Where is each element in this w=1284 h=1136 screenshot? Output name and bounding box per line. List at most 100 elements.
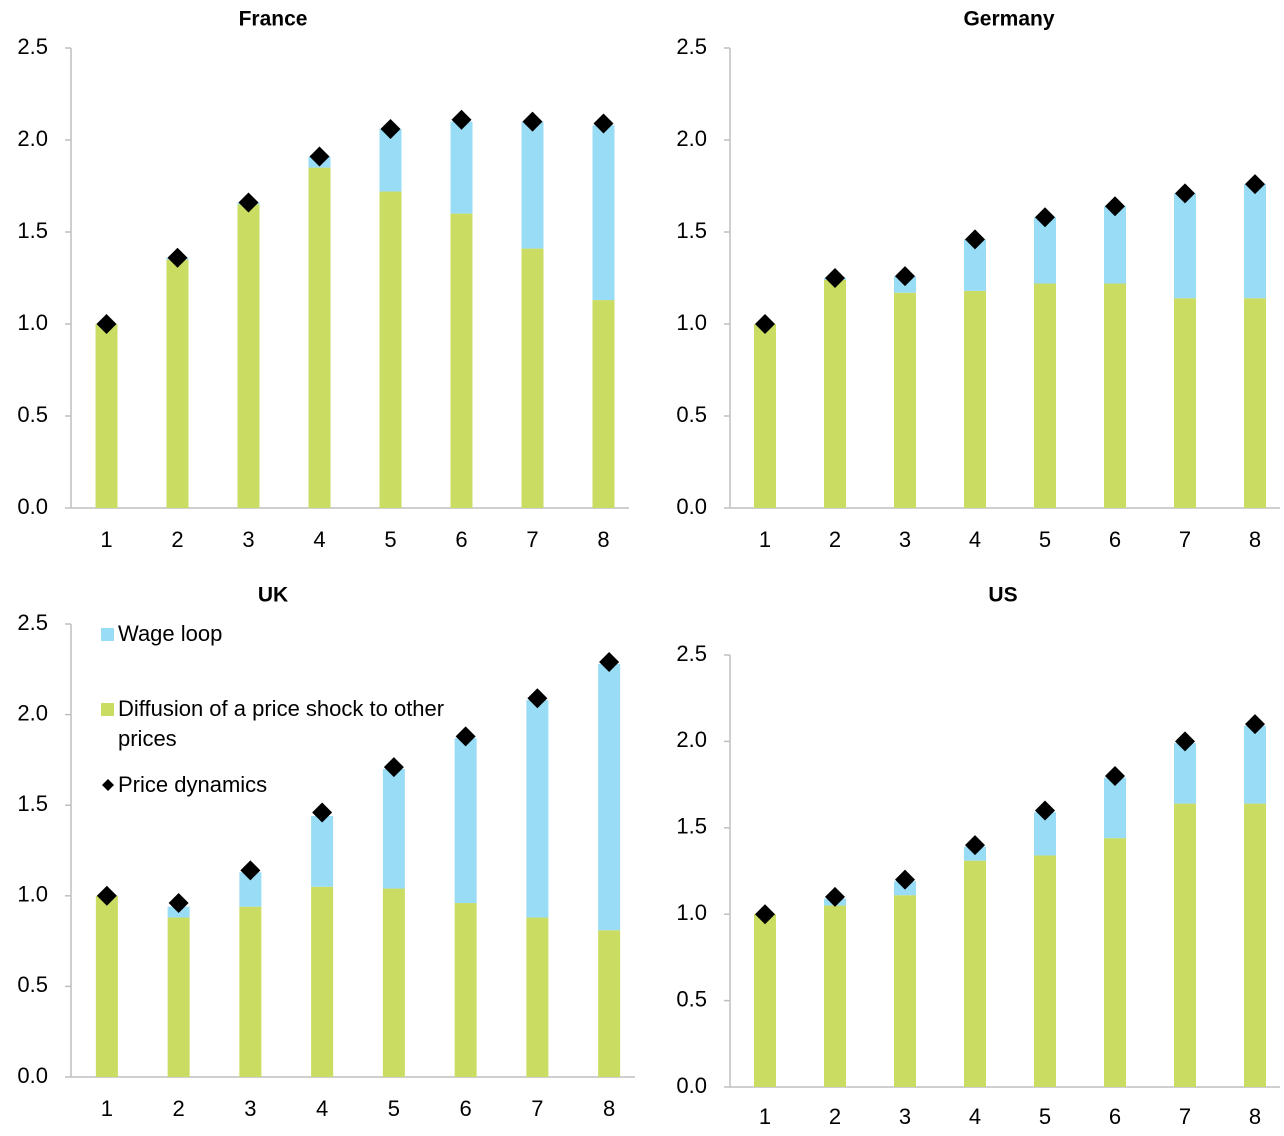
- bar: [1244, 298, 1266, 508]
- x-tick-label: 6: [460, 1096, 472, 1121]
- marker: [965, 835, 985, 856]
- legend-swatch: [101, 628, 114, 641]
- chart-title: US: [988, 584, 1017, 607]
- marker: [380, 118, 401, 139]
- bar: [964, 860, 986, 1087]
- y-tick-label: 2.0: [17, 700, 48, 725]
- bar: [454, 738, 477, 904]
- bar: [311, 886, 334, 1077]
- bar: [1244, 184, 1266, 299]
- x-tick-label: 1: [100, 527, 112, 552]
- legend-marker: [102, 779, 114, 791]
- bar: [239, 872, 262, 907]
- marker: [825, 886, 845, 907]
- bar: [450, 213, 473, 508]
- bar: [964, 239, 986, 291]
- x-tick-label: 3: [899, 527, 911, 552]
- x-tick-label: 3: [242, 527, 254, 552]
- x-tick-label: 8: [1249, 527, 1261, 552]
- marker: [599, 652, 620, 673]
- marker: [168, 893, 189, 914]
- bar: [1034, 855, 1056, 1087]
- x-tick-label: 8: [603, 1096, 615, 1121]
- x-tick-label: 6: [1109, 1104, 1121, 1129]
- bar: [450, 121, 473, 214]
- marker: [96, 885, 117, 906]
- x-tick-label: 3: [244, 1096, 256, 1121]
- legend-item: Price dynamics: [118, 772, 268, 797]
- bar: [382, 888, 405, 1077]
- y-tick-label: 2.0: [17, 126, 48, 151]
- marker: [96, 314, 117, 334]
- bar: [379, 191, 402, 508]
- marker: [755, 314, 775, 334]
- bar: [754, 324, 776, 508]
- marker: [1035, 207, 1055, 228]
- bar: [598, 663, 621, 931]
- y-tick-label: 1.5: [676, 218, 707, 243]
- x-tick-label: 8: [597, 527, 609, 552]
- legend-label: Wage loop: [118, 621, 223, 646]
- bar: [95, 895, 118, 1077]
- y-tick-label: 0.0: [17, 1063, 48, 1088]
- legend-label: Diffusion of a price shock to other pric…: [118, 696, 445, 751]
- x-tick-label: 7: [1179, 527, 1191, 552]
- bar: [526, 917, 549, 1077]
- bar: [379, 128, 402, 192]
- bar: [454, 903, 477, 1077]
- bar: [592, 125, 615, 301]
- bar: [95, 324, 118, 508]
- bar: [1104, 838, 1126, 1087]
- legend-swatch: [101, 703, 114, 716]
- x-tick-label: 7: [1179, 1104, 1191, 1129]
- chart-title: UK: [258, 584, 288, 607]
- marker: [167, 247, 188, 268]
- y-tick-label: 1.0: [17, 882, 48, 907]
- bar: [521, 248, 544, 508]
- x-tick-label: 4: [969, 527, 981, 552]
- bar: [521, 121, 544, 249]
- y-tick-label: 2.5: [676, 641, 707, 666]
- bar: [382, 768, 405, 889]
- bar: [824, 905, 846, 1087]
- y-tick-label: 2.5: [17, 610, 48, 635]
- x-tick-label: 2: [829, 1104, 841, 1129]
- y-tick-label: 0.0: [676, 1073, 707, 1098]
- bar: [824, 279, 846, 508]
- bar: [894, 895, 916, 1087]
- bar: [239, 906, 262, 1077]
- marker: [1105, 765, 1125, 786]
- marker: [895, 869, 915, 890]
- marker: [522, 111, 543, 132]
- x-tick-label: 1: [101, 1096, 113, 1121]
- y-tick-label: 1.0: [17, 310, 48, 335]
- bar: [1034, 283, 1056, 508]
- marker: [383, 757, 404, 778]
- x-tick-label: 5: [1039, 527, 1051, 552]
- x-tick-label: 5: [1039, 1104, 1051, 1129]
- x-tick-label: 2: [173, 1096, 185, 1121]
- bar: [598, 930, 621, 1077]
- x-tick-label: 6: [455, 527, 467, 552]
- bar: [1244, 725, 1266, 804]
- chart-title: France: [239, 8, 308, 31]
- bar: [526, 700, 549, 918]
- legend-item: Diffusion of a price shock to other pric…: [118, 696, 445, 751]
- bar: [964, 290, 986, 508]
- bar: [894, 292, 916, 508]
- x-tick-label: 6: [1109, 527, 1121, 552]
- x-tick-label: 5: [384, 527, 396, 552]
- bar: [592, 300, 615, 508]
- bar: [1104, 206, 1126, 284]
- marker: [240, 860, 261, 881]
- bar: [754, 914, 776, 1087]
- marker: [1175, 183, 1195, 204]
- y-tick-label: 0.0: [17, 494, 48, 519]
- legend-label: Price dynamics: [118, 772, 268, 797]
- y-tick-label: 0.5: [676, 986, 707, 1011]
- y-tick-label: 0.5: [17, 402, 48, 427]
- bar: [237, 204, 260, 508]
- marker: [1245, 714, 1265, 735]
- bar: [308, 167, 331, 508]
- x-tick-label: 4: [313, 527, 325, 552]
